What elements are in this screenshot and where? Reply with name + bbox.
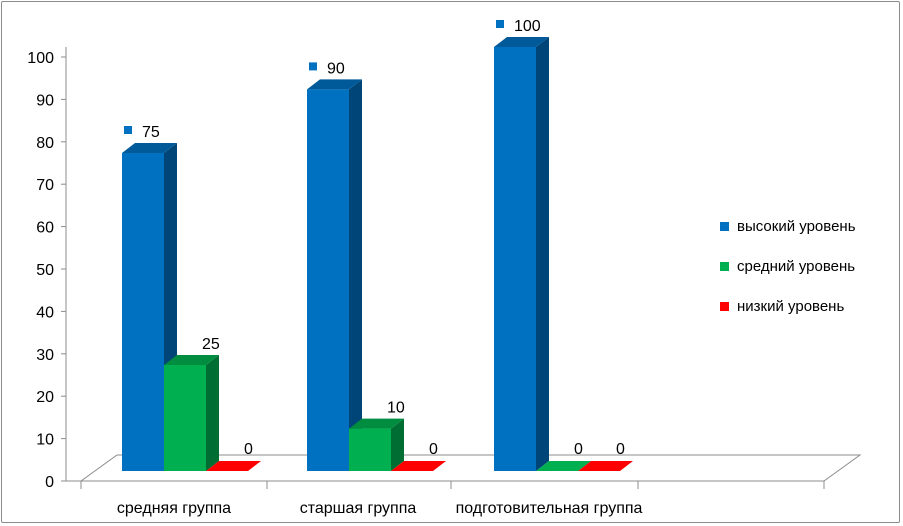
bar-flat [536,461,591,471]
legend-entry: высокий уровень [720,218,856,235]
bar-0-0 [122,143,177,471]
y-tick-label: 70 [36,177,54,194]
bar-1-0 [164,355,219,471]
y-tick-label: 40 [36,304,54,321]
bar-top [494,37,549,47]
y-tick-label: 10 [36,432,54,449]
bar-0-2 [494,37,549,471]
y-tick-label: 50 [36,262,54,279]
bar-2-2 [578,461,633,471]
data-label-marker [496,20,504,28]
y-tick-label: 60 [36,220,54,237]
bar-side [349,79,362,472]
x-category-label: старшая группа [300,500,417,517]
bar-top [122,143,177,153]
bar-2-1 [391,461,446,471]
bar-0-1 [307,79,362,472]
y-tick-label: 30 [36,347,54,364]
bar-top [307,79,362,90]
x-category-label: подготовительная группа [456,500,643,517]
labels-layer: средняя группа старшая группа подготовител… [117,18,643,517]
bar-front [494,47,536,471]
x-category-label: средняя группа [117,500,231,517]
data-label: 10 [387,400,405,417]
legend-entry: низкий уровень [720,298,844,315]
bar-side [206,355,219,471]
data-label: 0 [574,441,583,458]
data-label: 90 [327,60,345,77]
legend-label: низкий уровень [737,298,844,315]
y-tick-label: 100 [27,50,54,67]
legend-label: высокий уровень [737,218,856,235]
bar-flat [578,461,633,471]
legend-swatch [720,302,729,311]
data-label: 75 [142,124,160,141]
bar-side [536,37,549,471]
y-tick-label: 0 [45,474,54,491]
data-label: 0 [616,441,625,458]
bar-front [164,365,206,471]
y-tick-label: 90 [36,92,54,109]
data-label: 100 [514,18,541,35]
data-label-marker [309,62,317,71]
legend-swatch [720,222,729,231]
data-label: 0 [429,441,438,458]
bar-top [164,355,219,365]
y-tick-label: 20 [36,389,54,406]
bar-front [307,89,349,472]
bar-2-0 [206,461,261,471]
legend-entry: средний уровень [720,258,855,275]
chart-floor [79,454,862,482]
data-label-marker [124,126,132,134]
bar-top [349,418,404,429]
bar-1-1 [349,418,404,471]
legend-label: средний уровень [737,258,855,275]
bar-flat [206,461,261,471]
data-label: 25 [202,336,220,353]
y-tick-label: 80 [36,135,54,152]
bar-1-2 [536,461,591,471]
legend: высокий уровень средний уровень низкий уро… [720,218,856,315]
bar-flat [391,461,446,471]
bar-front [349,428,391,471]
bar-side [391,418,404,471]
bar-front [122,153,164,471]
data-label: 0 [244,441,253,458]
bars-layer [122,37,633,472]
legend-swatch [720,262,729,271]
